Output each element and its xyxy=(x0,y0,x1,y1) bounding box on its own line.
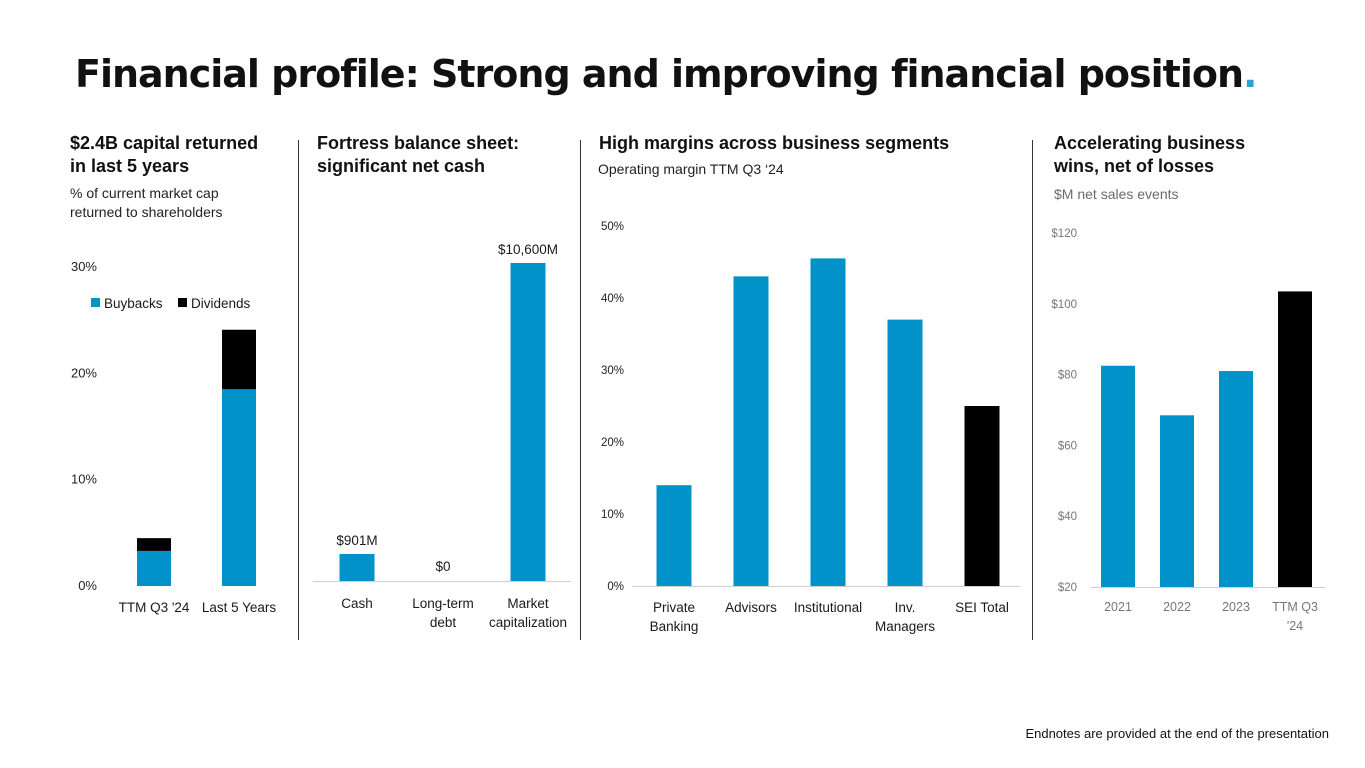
wins-category-label: TTM Q3 xyxy=(1272,600,1318,614)
wins-bar xyxy=(1219,371,1253,587)
page-title: Financial profile: Strong and improving … xyxy=(75,52,1257,96)
margins-ytick-label: 20% xyxy=(601,437,624,449)
balance-category-label: Cash xyxy=(341,596,373,611)
capital-bar-buybacks xyxy=(222,389,256,586)
margins-panel-subtitle: Operating margin TTM Q3 ‘24 xyxy=(598,161,784,177)
wins-bar xyxy=(1101,365,1135,587)
margins-bar xyxy=(810,258,846,586)
wins-category-label: 2023 xyxy=(1222,600,1250,614)
balance-bar xyxy=(339,553,375,581)
capital-ytick-label: 30% xyxy=(71,259,97,274)
capital-category-label: TTM Q3 '24 xyxy=(119,600,190,615)
balance-title-line2: significant net cash xyxy=(317,156,486,176)
capital-legend-swatch xyxy=(91,298,100,307)
capital-legend-label: Buybacks xyxy=(104,296,163,311)
margins-ytick-label: 30% xyxy=(601,365,624,377)
wins-ytick-label: $20 xyxy=(1058,582,1077,594)
wins-ytick-label: $120 xyxy=(1051,228,1077,240)
balance-category-label: debt xyxy=(430,615,457,630)
balance-category-label: Long-term xyxy=(412,596,474,611)
balance-category-label: capitalization xyxy=(489,615,567,630)
balance-data-label: $0 xyxy=(435,559,450,574)
margins-bar xyxy=(887,319,923,586)
wins-category-label: 2021 xyxy=(1104,600,1132,614)
wins-ytick-label: $60 xyxy=(1058,440,1077,452)
divider-1 xyxy=(298,140,299,640)
margins-bar xyxy=(733,276,769,586)
margins-bar xyxy=(656,485,692,586)
balance-data-label: $10,600M xyxy=(498,242,558,257)
wins-ytick-label: $80 xyxy=(1058,370,1077,382)
margins-panel-title: High margins across business segments xyxy=(599,133,950,153)
capital-panel-subtitle: % of current market cap returned to shar… xyxy=(70,184,223,222)
wins-category-label: '24 xyxy=(1287,619,1303,633)
margins-category-label: Managers xyxy=(875,619,935,634)
margins-category-label: Private xyxy=(653,600,695,615)
wins-category-label: 2022 xyxy=(1163,600,1191,614)
balance-panel-title: Fortress balance sheet: significant net … xyxy=(317,132,519,178)
wins-bar xyxy=(1160,415,1194,587)
footnote: Endnotes are provided at the end of the … xyxy=(1025,726,1329,741)
capital-bar-dividends xyxy=(222,329,256,390)
margins-ytick-label: 10% xyxy=(601,509,624,521)
balance-category-label: Market xyxy=(507,596,549,611)
wins-panel-title: Accelerating business wins, net of losse… xyxy=(1054,132,1245,178)
capital-title-line2: in last 5 years xyxy=(70,156,190,176)
margins-category-label: Inv. xyxy=(895,600,916,615)
capital-title-line1: $2.4B capital returned xyxy=(70,133,259,153)
wins-ytick-label: $40 xyxy=(1058,511,1077,523)
capital-ytick-label: 20% xyxy=(71,365,97,380)
margins-bar xyxy=(964,406,1000,586)
capital-ytick-label: 10% xyxy=(71,472,97,487)
margins-category-label: SEI Total xyxy=(955,600,1009,615)
margins-ytick-label: 50% xyxy=(601,221,624,233)
wins-panel-subtitle: $M net sales events xyxy=(1054,186,1179,202)
capital-legend-swatch xyxy=(178,298,187,307)
capital-category-label: Last 5 Years xyxy=(202,600,277,615)
margins-category-label: Banking xyxy=(650,619,699,634)
wins-title-line1: Accelerating business xyxy=(1054,133,1246,153)
capital-bar-dividends xyxy=(137,538,171,551)
balance-title-line1: Fortress balance sheet: xyxy=(317,133,520,153)
capital-ytick-label: 0% xyxy=(78,578,97,593)
capital-subtitle-line1: % of current market cap xyxy=(70,185,219,201)
wins-title-line2: wins, net of losses xyxy=(1054,156,1215,176)
wins-bar xyxy=(1278,291,1312,587)
margins-category-label: Institutional xyxy=(794,600,862,615)
title-dot: . xyxy=(1243,52,1257,96)
capital-panel-title: $2.4B capital returned in last 5 years xyxy=(70,132,258,178)
divider-3 xyxy=(1032,140,1033,640)
margins-ytick-label: 0% xyxy=(607,581,624,593)
wins-ytick-label: $100 xyxy=(1051,299,1077,311)
balance-data-label: $901M xyxy=(336,533,377,548)
balance-bar xyxy=(510,263,546,581)
capital-legend-label: Dividends xyxy=(191,296,251,311)
capital-bar-buybacks xyxy=(137,550,171,586)
margins-category-label: Advisors xyxy=(725,600,777,615)
margins-ytick-label: 40% xyxy=(601,293,624,305)
divider-2 xyxy=(580,140,581,640)
capital-subtitle-line2: returned to shareholders xyxy=(70,204,223,220)
